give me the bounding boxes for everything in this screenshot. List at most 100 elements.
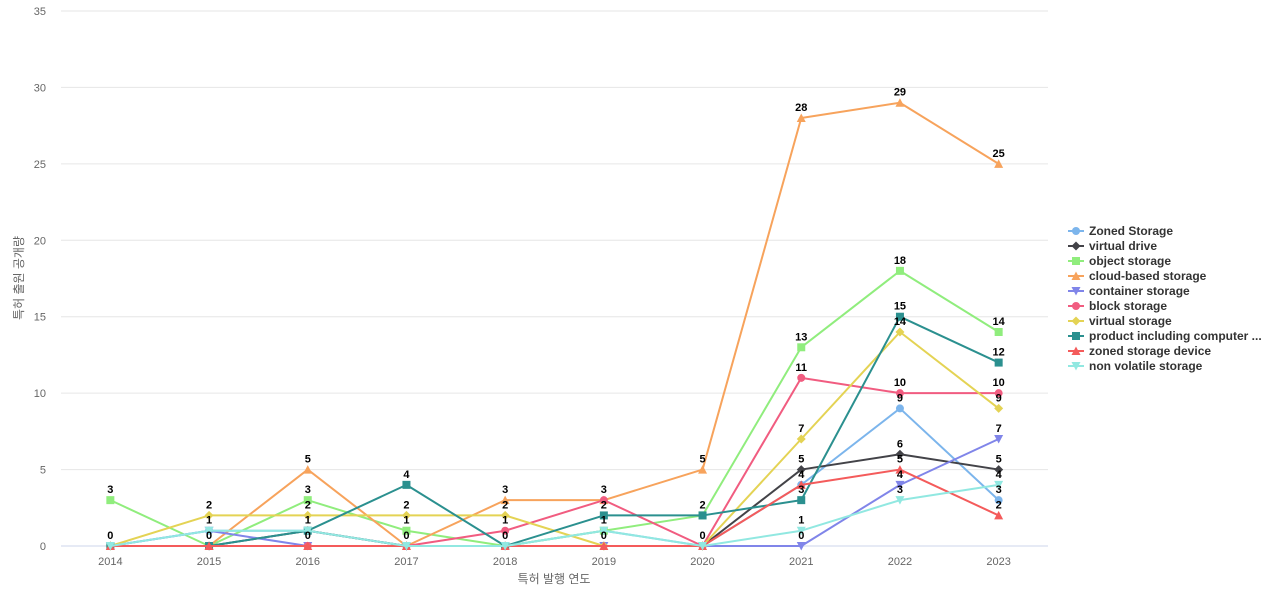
data-point[interactable]	[599, 511, 608, 520]
legend-symbol[interactable]	[1072, 257, 1080, 265]
data-point[interactable]	[994, 465, 1004, 475]
data-label: 6	[897, 438, 903, 450]
data-point[interactable]	[895, 266, 904, 275]
data-point[interactable]	[500, 542, 510, 551]
data-point[interactable]	[895, 449, 905, 459]
data-label: 1	[305, 515, 311, 527]
data-point[interactable]	[895, 480, 905, 490]
legend-item[interactable]: non volatile storage	[1068, 359, 1203, 373]
data-point[interactable]	[303, 465, 313, 474]
x-tick-label: 2022	[888, 556, 912, 568]
x-axis: 2014 2015 2016 2017 2018 2019 2020 2021 2022 2023	[98, 556, 1011, 568]
legend-symbol[interactable]	[1071, 287, 1081, 296]
x-tick-label: 2017	[394, 556, 418, 568]
legend-symbol[interactable]	[1071, 362, 1081, 371]
legend-symbol[interactable]	[1072, 332, 1080, 340]
data-point[interactable]	[796, 526, 806, 536]
series-line	[109, 483, 1000, 547]
x-tick-label: 2021	[789, 556, 813, 568]
x-tick-label: 2015	[197, 556, 221, 568]
data-point[interactable]	[994, 159, 1004, 168]
legend-item[interactable]: object storage	[1068, 254, 1171, 268]
data-point[interactable]	[797, 373, 806, 382]
data-point[interactable]	[895, 389, 904, 398]
data-point[interactable]	[204, 510, 214, 520]
data-point[interactable]	[204, 541, 214, 551]
series-6	[105, 327, 1004, 551]
legend-label: block storage	[1089, 299, 1167, 313]
data-label: 3	[897, 484, 903, 496]
legend-symbol[interactable]	[1071, 346, 1081, 356]
data-point[interactable]	[895, 496, 905, 505]
data-point[interactable]	[994, 403, 1004, 413]
data-point[interactable]	[500, 495, 510, 505]
data-label: 28	[795, 102, 807, 114]
legend-symbol[interactable]	[1071, 241, 1081, 251]
data-point[interactable]	[994, 435, 1004, 444]
data-label: 3	[601, 484, 607, 496]
data-point[interactable]	[599, 496, 608, 505]
data-point[interactable]	[204, 526, 214, 536]
legend-symbol[interactable]	[1072, 302, 1080, 310]
data-point[interactable]	[895, 312, 904, 321]
data-point[interactable]	[796, 480, 806, 489]
data-point[interactable]	[895, 404, 904, 413]
data-point[interactable]	[105, 542, 115, 551]
data-point[interactable]	[994, 389, 1003, 398]
data-point[interactable]	[698, 465, 708, 474]
legend-symbol[interactable]	[1072, 227, 1080, 235]
data-point[interactable]	[599, 526, 609, 536]
data-point[interactable]	[797, 496, 806, 505]
data-point[interactable]	[797, 343, 806, 352]
data-point[interactable]	[895, 98, 905, 107]
legend-item[interactable]: virtual drive	[1068, 239, 1157, 253]
legend-symbol[interactable]	[1071, 271, 1081, 281]
data-label: 0	[305, 530, 311, 542]
data-point[interactable]	[796, 542, 806, 551]
legend-label: cloud-based storage	[1089, 269, 1207, 283]
legend-item[interactable]: Zoned Storage	[1068, 224, 1173, 238]
legend-item[interactable]: cloud-based storage	[1068, 269, 1207, 283]
data-point[interactable]	[599, 541, 609, 551]
data-labels: 3021053210421032103210520281311754310291…	[107, 87, 1005, 542]
data-point[interactable]	[106, 496, 115, 505]
data-point[interactable]	[796, 465, 806, 475]
legend-item[interactable]: virtual storage	[1068, 314, 1172, 328]
series-line	[109, 315, 1000, 547]
data-point[interactable]	[994, 480, 1004, 490]
series-2	[106, 266, 1003, 550]
legend-item[interactable]: block storage	[1068, 299, 1167, 313]
data-point[interactable]	[500, 510, 510, 520]
data-label: 10	[993, 377, 1005, 389]
x-tick-label: 2016	[296, 556, 320, 568]
data-point[interactable]	[796, 113, 806, 123]
data-label: 5	[897, 454, 903, 466]
data-point[interactable]	[994, 358, 1003, 367]
data-point[interactable]	[994, 510, 1004, 520]
data-point[interactable]	[994, 328, 1003, 336]
data-point[interactable]	[303, 510, 313, 520]
data-point[interactable]	[698, 511, 707, 520]
data-point[interactable]	[501, 526, 510, 535]
legend-item[interactable]: product including computer ...	[1068, 329, 1262, 343]
data-label: 14	[993, 316, 1006, 328]
data-point[interactable]	[303, 496, 312, 505]
data-point[interactable]	[796, 434, 806, 444]
legend-item[interactable]: zoned storage device	[1068, 344, 1211, 358]
data-point[interactable]	[895, 327, 905, 337]
data-point[interactable]	[994, 496, 1003, 505]
data-point[interactable]	[401, 510, 411, 520]
data-point[interactable]	[895, 465, 905, 474]
series-0	[106, 404, 1003, 550]
data-point[interactable]	[402, 526, 411, 535]
data-point[interactable]	[303, 526, 313, 536]
data-point[interactable]	[402, 480, 411, 489]
data-point[interactable]	[698, 542, 708, 551]
data-label: 0	[107, 530, 113, 542]
data-label: 10	[894, 377, 906, 389]
legend-symbol[interactable]	[1071, 316, 1081, 326]
data-point[interactable]	[401, 542, 411, 551]
data-point[interactable]	[303, 541, 313, 551]
legend-item[interactable]: container storage	[1068, 284, 1190, 298]
